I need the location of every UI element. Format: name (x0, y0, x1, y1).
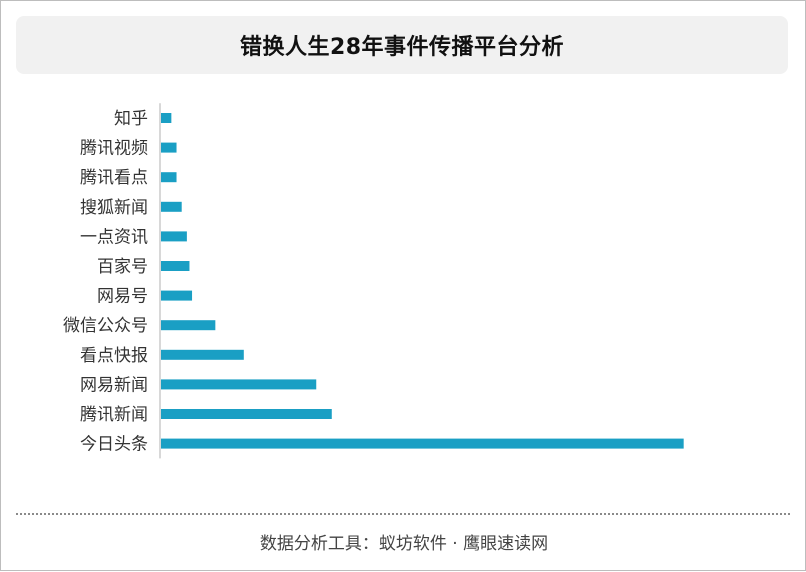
category-label-9: 网易新闻 (80, 375, 148, 395)
bar-8 (161, 349, 244, 360)
bar-10 (161, 409, 332, 419)
category-label-3: 搜狐新闻 (80, 198, 148, 218)
bar-4 (161, 231, 187, 242)
category-label-6: 网易号 (97, 287, 148, 307)
bar-9 (161, 379, 317, 390)
footer-source: 数据分析工具：蚁坊软件 · 鹰眼速读网 (259, 534, 549, 554)
bar-0 (161, 113, 172, 123)
category-label-2: 腾讯看点 (80, 168, 148, 188)
category-label-0: 知乎 (114, 109, 148, 129)
chart-title: 错换人生28年事件传播平台分析 (239, 35, 565, 60)
category-label-5: 百家号 (97, 257, 148, 277)
bar-6 (161, 290, 193, 301)
bar-5 (161, 261, 190, 271)
category-labels: 知乎腾讯视频腾讯看点搜狐新闻一点资讯百家号网易号微信公众号看点快报网易新闻腾讯新… (63, 109, 148, 455)
title-bar: 错换人生28年事件传播平台分析 (16, 16, 788, 74)
footer-divider (16, 513, 790, 515)
category-label-1: 腾讯视频 (80, 139, 148, 159)
bars-group (161, 113, 684, 449)
bar-1 (161, 142, 177, 153)
bar-3 (161, 201, 182, 212)
category-label-10: 腾讯新闻 (80, 405, 148, 425)
category-label-7: 微信公众号 (63, 316, 148, 336)
category-label-4: 一点资讯 (80, 227, 148, 247)
category-label-11: 今日头条 (80, 435, 148, 455)
bar-11 (161, 438, 684, 449)
bar-2 (161, 172, 177, 183)
bar-7 (161, 320, 216, 331)
category-label-8: 看点快报 (80, 346, 148, 366)
